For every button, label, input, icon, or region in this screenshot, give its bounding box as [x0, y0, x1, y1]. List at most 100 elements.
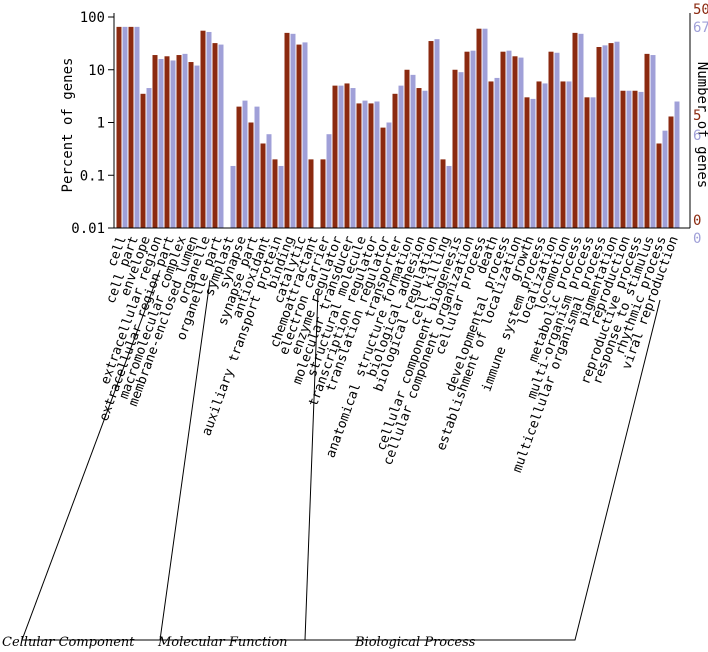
bar: [572, 32, 578, 228]
bar: [326, 134, 332, 228]
bar: [542, 83, 548, 229]
y-tick-label: 100: [80, 10, 105, 26]
y2-tick-label: 6: [693, 128, 701, 144]
bar: [608, 43, 614, 229]
bar: [554, 52, 560, 229]
bar: [482, 28, 488, 229]
bar: [368, 103, 374, 228]
bar: [194, 65, 200, 229]
bar: [464, 51, 470, 229]
bar: [200, 30, 206, 229]
bar: [500, 51, 506, 229]
bar: [584, 97, 590, 229]
bar: [644, 53, 650, 228]
y-tick-label: 1: [97, 116, 105, 132]
group-label: Cellular Component: [2, 635, 135, 650]
bar: [182, 53, 188, 228]
group-label: Molecular Function: [157, 635, 288, 650]
bar: [524, 97, 530, 229]
bar: [266, 134, 272, 228]
y2-axis-label: Number of genes: [694, 62, 708, 188]
bar: [470, 50, 476, 229]
bar: [332, 85, 338, 228]
bar: [152, 55, 158, 228]
bar: [674, 101, 680, 228]
bar: [422, 90, 428, 228]
bar: [398, 85, 404, 228]
bar: [248, 122, 254, 228]
bar: [302, 42, 308, 228]
bar: [506, 50, 512, 229]
bar: [602, 45, 608, 228]
y2-tick-label: 673: [693, 20, 708, 36]
bar: [122, 26, 128, 228]
bar: [434, 39, 440, 229]
bar: [128, 26, 134, 228]
y2-tick-label: 0: [693, 231, 701, 247]
bar: [476, 28, 482, 229]
bar: [290, 33, 296, 228]
bar: [350, 88, 356, 229]
bar: [512, 56, 518, 228]
bar: [452, 69, 458, 228]
bracket: [21, 269, 161, 641]
bar: [320, 159, 326, 228]
bar: [242, 100, 248, 228]
bar: [416, 88, 422, 229]
bar: [362, 100, 368, 228]
bar: [632, 90, 638, 228]
bar: [494, 77, 500, 228]
bar: [410, 74, 416, 228]
bar: [308, 159, 314, 228]
bar: [296, 44, 302, 229]
bar: [566, 81, 572, 229]
bar: [518, 57, 524, 229]
bar: [560, 81, 566, 229]
bar: [536, 81, 542, 229]
bar: [380, 127, 386, 228]
bar: [662, 130, 668, 228]
bar: [386, 122, 392, 228]
bar: [428, 41, 434, 228]
bar: [548, 51, 554, 229]
bar: [218, 44, 224, 229]
bar: [614, 41, 620, 228]
bar: [668, 116, 674, 228]
bracket: [305, 299, 661, 641]
bar: [212, 43, 218, 229]
bar: [530, 98, 536, 228]
bar: [488, 81, 494, 229]
bar: [272, 159, 278, 228]
bar: [458, 72, 464, 229]
bar: [134, 26, 140, 228]
bar: [158, 58, 164, 229]
bar: [284, 32, 290, 228]
bar: [278, 165, 284, 228]
bar: [596, 46, 602, 228]
bar: [446, 165, 452, 228]
group-label: Biological Process: [354, 635, 476, 650]
bar: [344, 83, 350, 229]
bar: [626, 90, 632, 228]
bar: [356, 103, 362, 228]
bar: [206, 31, 212, 229]
bar: [146, 88, 152, 229]
y-tick-label: 10: [88, 63, 105, 79]
bar: [650, 55, 656, 228]
y2-tick-label: 0: [693, 213, 701, 229]
bar: [404, 69, 410, 228]
bar: [140, 93, 146, 228]
bar: [338, 85, 344, 228]
y-tick-label: 0.1: [80, 168, 105, 184]
bar: [116, 26, 122, 228]
y-axis-label: Percent of genes: [60, 58, 76, 193]
bar: [638, 91, 644, 228]
y2-tick-label: 5: [693, 108, 701, 124]
bar: [170, 60, 176, 229]
bar: [578, 33, 584, 228]
bar: [188, 62, 194, 228]
bar: [620, 90, 626, 228]
bar: [254, 106, 260, 228]
bar: [176, 55, 182, 228]
bar: [374, 101, 380, 228]
